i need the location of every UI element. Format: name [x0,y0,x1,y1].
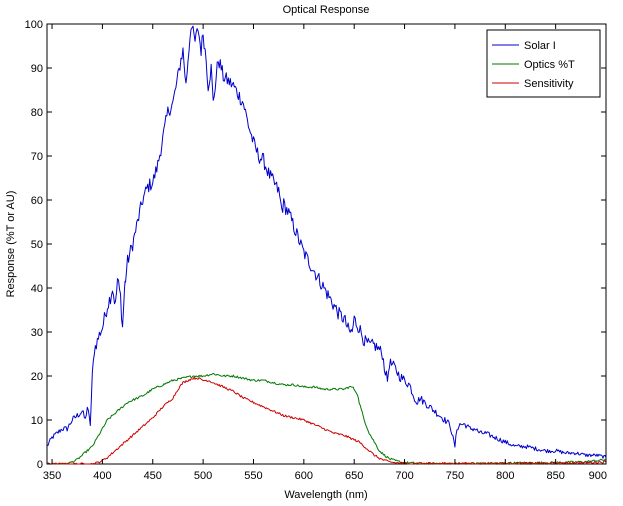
x-tick-label: 900 [589,470,607,482]
y-tick-label: 80 [31,107,43,119]
x-tick-label: 600 [295,470,313,482]
y-tick-label: 90 [31,63,43,75]
x-tick-label: 550 [244,470,262,482]
x-tick-label: 850 [546,470,564,482]
x-tick-label: 800 [496,470,514,482]
legend-label: Sensitivity [524,78,574,90]
x-axis-label: Wavelength (nm) [284,489,367,501]
legend-label: Solar I [524,40,556,52]
x-tick-label: 700 [395,470,413,482]
y-tick-label: 0 [37,459,43,471]
x-axis-ticks: 350 400 450 500 550 600 650 700 750 800 850 900 [43,24,607,482]
x-tick-label: 400 [93,470,111,482]
series-layer [46,25,607,465]
y-tick-label: 30 [31,327,43,339]
legend-label: Optics %T [524,59,575,71]
x-tick-label: 500 [194,470,212,482]
y-tick-label: 70 [31,151,43,163]
y-axis-ticks: 0 10 20 30 40 50 60 70 80 90 100 [25,19,606,471]
y-tick-label: 40 [31,283,43,295]
y-tick-label: 60 [31,195,43,207]
legend: Solar I Optics %T Sensitivity [486,29,601,98]
x-tick-label: 450 [144,470,162,482]
series-line-solar-i [46,25,607,459]
y-tick-label: 100 [25,19,43,31]
x-tick-label: 350 [43,470,61,482]
chart-title: Optical Response [283,4,370,16]
series-line-sensitivity [46,376,607,465]
legend-entries: Solar I Optics %T Sensitivity [492,40,575,90]
y-axis-label: Response (%T or AU) [5,191,17,298]
x-tick-label: 750 [446,470,464,482]
y-tick-label: 10 [31,415,43,427]
y-tick-label: 50 [31,239,43,251]
y-tick-label: 20 [31,371,43,383]
x-tick-label: 650 [345,470,363,482]
